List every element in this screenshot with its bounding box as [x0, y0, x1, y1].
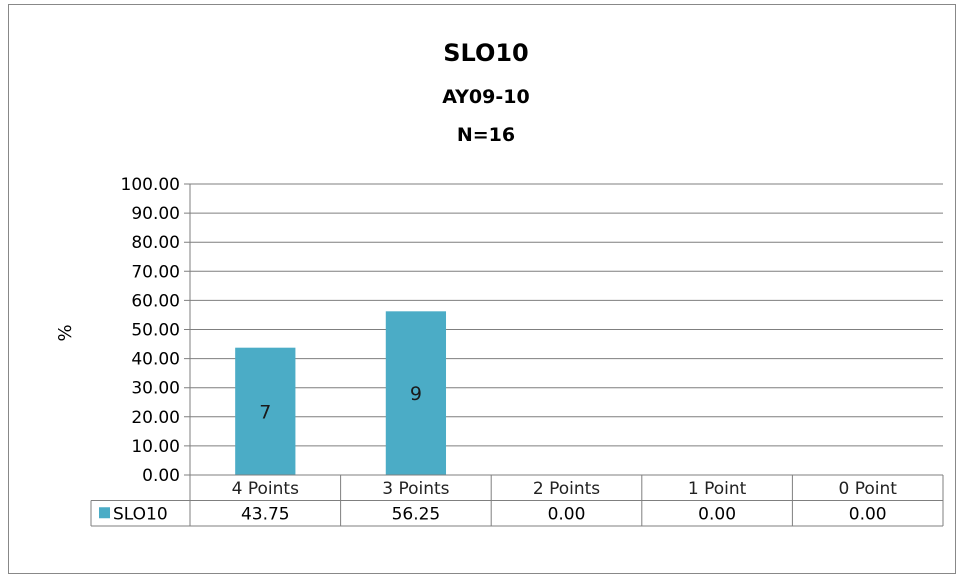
legend-series-name: SLO10	[113, 504, 168, 524]
chart-subtitle-line-2: N=16	[457, 124, 515, 146]
table-value-cell: 0.00	[698, 504, 736, 524]
y-tick-labels: 100.00 90.00 80.00 70.00 60.00 50.00 40.00 30.0…	[121, 175, 180, 486]
data-table: 4 Points 43.75 3 Points 56.25 2 Points 0.00 1 …	[90, 474, 944, 527]
bar-data-label: 7	[259, 401, 271, 423]
table-value-cell: 0.00	[849, 504, 887, 524]
y-tick-label: 70.00	[131, 262, 180, 282]
category-label: 2 Points	[533, 479, 600, 499]
table-value-cell: 56.25	[392, 504, 441, 524]
y-tick-label: 30.00	[131, 379, 180, 399]
y-tick-label: 80.00	[131, 233, 180, 253]
category-label: 3 Points	[382, 479, 449, 499]
y-tick-label: 100.00	[121, 175, 180, 195]
y-tick-label: 50.00	[131, 321, 180, 341]
bars: 79	[235, 311, 447, 475]
bar	[385, 311, 447, 475]
chart-svg: SLO10 AY09-10 N=16 % 100.0090.0080.0070.…	[55, 39, 944, 527]
chart-frame: SLO10 AY09-10 N=16 % 100.00 90.00 80.00 70.…	[8, 4, 956, 574]
y-tick-label: 20.00	[131, 408, 180, 428]
legend-swatch	[99, 507, 110, 519]
table-value-cell: 0.00	[548, 504, 586, 524]
bar	[235, 347, 296, 475]
category-label: 4 Points	[232, 479, 299, 499]
chart-title: SLO10	[443, 39, 529, 67]
y-tick-label: 40.00	[131, 350, 180, 370]
y-tick-label: 90.00	[131, 204, 180, 224]
category-label: 0 Point	[838, 479, 897, 499]
y-axis-label: %	[55, 324, 76, 341]
category-label: 1 Point	[688, 479, 747, 499]
table-value-cell: 43.75	[241, 504, 290, 524]
chart-subtitle-line-1: AY09-10	[442, 86, 529, 108]
bar-data-label: 9	[410, 383, 422, 405]
y-tick-label: 10.00	[131, 437, 180, 457]
y-tick-label: 60.00	[131, 291, 180, 311]
y-tick-label: 0.00	[142, 466, 180, 486]
